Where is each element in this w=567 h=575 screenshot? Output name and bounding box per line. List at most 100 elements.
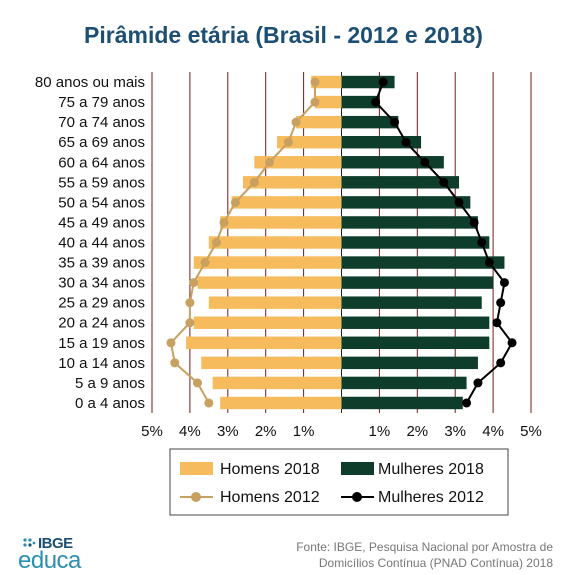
bar-homens-2018 — [231, 196, 342, 209]
legend-label-homens-2012: Homens 2012 — [220, 489, 320, 506]
logo-ibge-text: IBGE — [38, 535, 73, 552]
category-label: 5 a 9 anos — [75, 375, 145, 392]
bar-homens-2018 — [220, 396, 342, 410]
point-mulheres-2012 — [496, 298, 506, 308]
bar-mulheres-2018 — [341, 356, 478, 370]
category-label: 20 a 24 anos — [58, 315, 145, 332]
point-homens-2012 — [200, 258, 210, 268]
category-label: 75 a 79 anos — [58, 94, 145, 111]
point-mulheres-2012 — [484, 258, 494, 268]
point-mulheres-2012 — [473, 378, 483, 388]
category-label: 15 a 19 anos — [58, 335, 145, 352]
point-homens-2012 — [291, 117, 301, 127]
legend-swatch-homens-2018 — [180, 462, 213, 475]
bar-mulheres-2018 — [341, 276, 494, 289]
bars — [186, 75, 505, 410]
point-mulheres-2012 — [401, 137, 411, 147]
point-homens-2012 — [185, 298, 195, 308]
point-homens-2012 — [283, 137, 293, 147]
x-tick-label: 4% — [179, 423, 201, 440]
x-tick-label: 4% — [482, 423, 504, 440]
bar-mulheres-2018 — [341, 176, 459, 189]
bar-homens-2018 — [311, 75, 342, 89]
bar-mulheres-2018 — [341, 376, 467, 390]
bar-mulheres-2018 — [341, 396, 463, 410]
category-label: 55 a 59 anos — [58, 174, 145, 191]
point-mulheres-2012 — [492, 318, 502, 328]
category-label: 10 a 14 anos — [58, 355, 145, 372]
bar-homens-2018 — [277, 135, 342, 149]
source-line-2: Domicílios Contínua (PNAD Contínua) 2018 — [318, 556, 553, 570]
bar-mulheres-2018 — [341, 316, 490, 329]
category-label: 35 a 39 anos — [58, 255, 145, 272]
legend-marker-mulheres-2012 — [352, 492, 362, 502]
bar-mulheres-2018 — [341, 156, 444, 169]
bar-homens-2018 — [296, 115, 342, 129]
point-homens-2012 — [170, 358, 180, 368]
category-label: 70 a 74 anos — [58, 114, 145, 131]
x-tick-label: 5% — [520, 423, 542, 440]
bar-homens-2018 — [212, 376, 342, 390]
point-mulheres-2012 — [477, 238, 487, 247]
bar-homens-2018 — [254, 156, 342, 169]
bar-mulheres-2018 — [341, 296, 482, 309]
bar-homens-2018 — [314, 95, 342, 109]
ibge-educa-logo: IBGE educa — [18, 535, 98, 574]
bar-homens-2018 — [186, 336, 342, 350]
point-mulheres-2012 — [507, 338, 517, 348]
x-tick-label: 5% — [141, 423, 163, 440]
legend-label-homens-2018: Homens 2018 — [220, 461, 320, 478]
bar-mulheres-2018 — [341, 196, 471, 209]
point-mulheres-2012 — [499, 278, 509, 288]
bar-homens-2018 — [193, 316, 342, 329]
category-label: 50 a 54 anos — [58, 194, 145, 211]
legend-label-mulheres-2012: Mulheres 2012 — [378, 489, 484, 506]
legend-box — [169, 448, 509, 516]
legend: Homens 2018 Mulheres 2018 Homens 2012 Mu… — [169, 448, 509, 516]
category-label: 40 a 44 anos — [58, 235, 145, 252]
bar-homens-2018 — [197, 276, 342, 289]
point-homens-2012 — [310, 77, 320, 87]
point-mulheres-2012 — [378, 77, 388, 87]
x-tick-label: 1% — [293, 423, 315, 440]
category-labels: 80 anos ou mais 75 a 79 anos 70 a 74 anos 6… — [35, 74, 145, 412]
legend-swatch-mulheres-2018 — [341, 462, 374, 475]
category-label: 30 a 34 anos — [58, 275, 145, 292]
point-homens-2012 — [189, 278, 199, 288]
bar-mulheres-2018 — [341, 336, 490, 350]
point-homens-2012 — [204, 398, 214, 408]
category-label: 45 a 49 anos — [58, 214, 145, 231]
category-label: 80 anos ou mais — [35, 74, 145, 91]
x-tick-label: 3% — [444, 423, 466, 440]
bar-homens-2018 — [208, 296, 342, 309]
chart-title: Pirâmide etária (Brasil - 2012 e 2018) — [84, 22, 483, 48]
point-homens-2012 — [211, 238, 221, 247]
point-homens-2012 — [185, 318, 195, 328]
x-tick-label: 3% — [217, 423, 239, 440]
point-mulheres-2012 — [462, 398, 472, 408]
category-label: 65 a 69 anos — [58, 134, 145, 151]
x-tick-label: 1% — [369, 423, 391, 440]
point-mulheres-2012 — [420, 157, 430, 167]
point-homens-2012 — [249, 177, 259, 187]
point-homens-2012 — [219, 217, 229, 227]
point-mulheres-2012 — [390, 117, 400, 127]
point-mulheres-2012 — [371, 97, 381, 107]
point-homens-2012 — [264, 157, 274, 167]
x-tick-labels: 5% 4% 3% 2% 1% 1% 2% 3% 4% 5% — [141, 423, 542, 440]
legend-marker-homens-2012 — [191, 492, 201, 502]
bar-mulheres-2018 — [341, 256, 505, 269]
bar-homens-2018 — [201, 356, 342, 370]
category-label: 0 a 4 anos — [75, 395, 145, 412]
logo-educa-text: educa — [18, 547, 81, 574]
point-mulheres-2012 — [454, 197, 464, 207]
bar-mulheres-2018 — [341, 216, 478, 229]
category-label: 60 a 64 anos — [58, 154, 145, 171]
point-homens-2012 — [192, 378, 202, 388]
point-homens-2012 — [230, 197, 240, 207]
lines-2012 — [166, 77, 517, 408]
bar-mulheres-2018 — [341, 135, 422, 149]
category-label: 25 a 29 anos — [58, 295, 145, 312]
bar-homens-2018 — [242, 176, 342, 189]
